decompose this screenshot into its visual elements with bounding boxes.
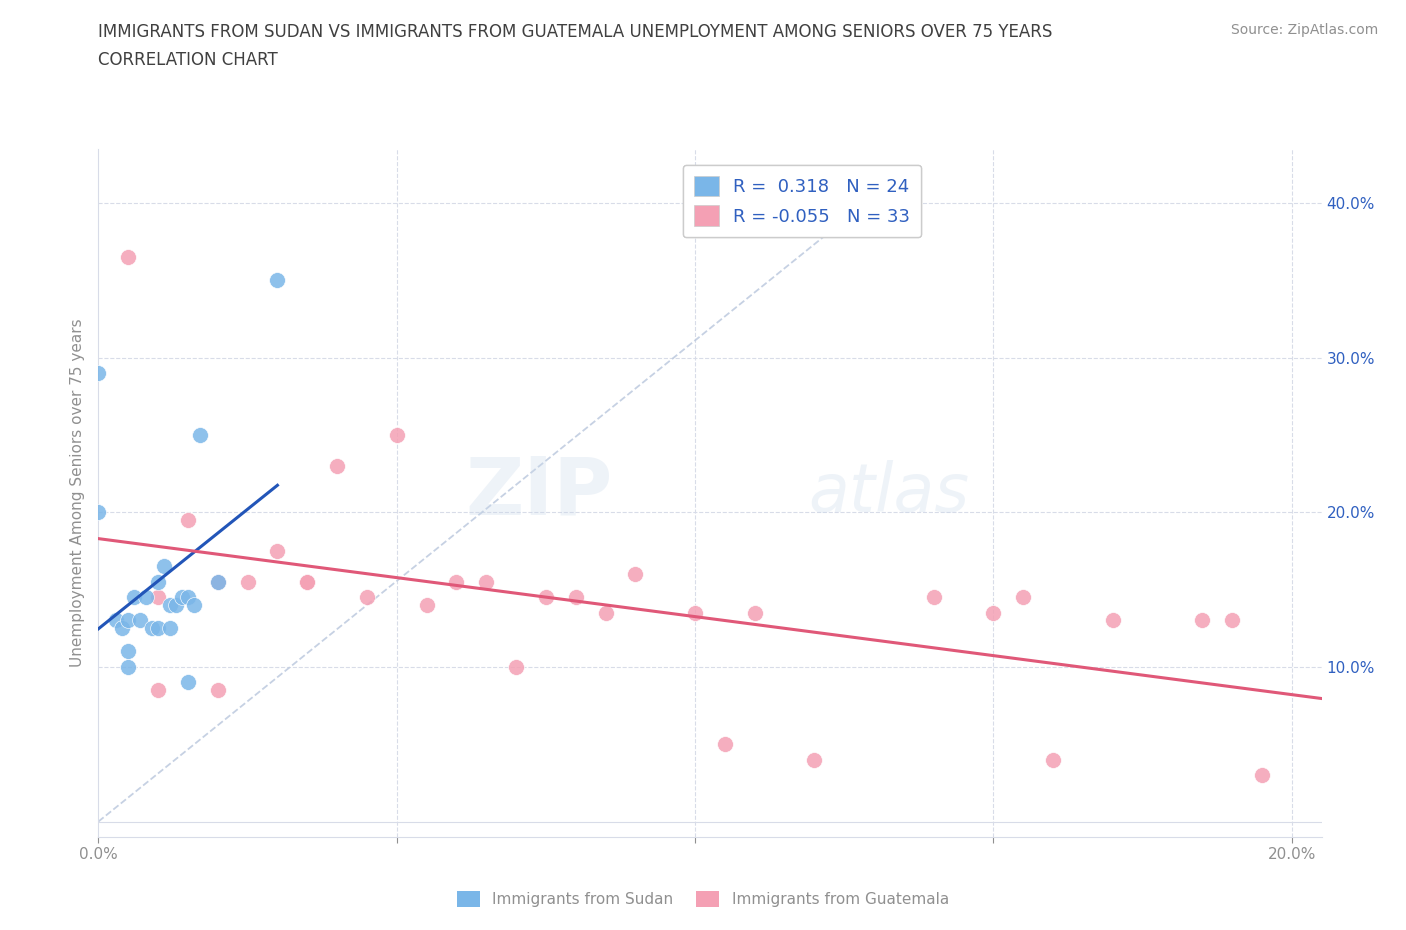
Point (1220, 613, 1243, 628)
Point (153, 559, 176, 574)
Point (117, 659, 139, 674)
Point (87, 505, 110, 520)
Point (146, 590, 169, 604)
Text: atlas: atlas (808, 460, 969, 525)
Point (146, 621, 169, 636)
Point (744, 605, 766, 620)
Point (446, 575, 468, 590)
Legend: Immigrants from Sudan, Immigrants from Guatemala: Immigrants from Sudan, Immigrants from G… (451, 884, 955, 913)
Point (565, 590, 588, 604)
Point (122, 590, 145, 604)
Point (297, 575, 319, 590)
Point (141, 621, 163, 636)
Point (117, 644, 139, 658)
Point (159, 621, 181, 636)
Point (803, 752, 825, 767)
Point (207, 683, 229, 698)
Point (177, 590, 200, 604)
Point (297, 575, 319, 590)
Point (1042, 752, 1064, 767)
Text: IMMIGRANTS FROM SUDAN VS IMMIGRANTS FROM GUATEMALA UNEMPLOYMENT AMONG SENIORS OV: IMMIGRANTS FROM SUDAN VS IMMIGRANTS FROM… (98, 23, 1053, 41)
Point (266, 543, 288, 558)
Point (326, 458, 349, 473)
Point (135, 590, 157, 604)
Point (105, 613, 128, 628)
Point (1101, 613, 1123, 628)
Point (624, 566, 647, 581)
Point (159, 598, 181, 613)
Point (177, 675, 200, 690)
Point (266, 272, 288, 287)
Point (87, 365, 110, 380)
Point (165, 598, 187, 613)
Point (1191, 613, 1213, 628)
Text: CORRELATION CHART: CORRELATION CHART (98, 51, 278, 69)
Point (415, 598, 437, 613)
Point (146, 683, 169, 698)
Point (207, 575, 229, 590)
Point (1251, 767, 1274, 782)
Point (236, 575, 259, 590)
Legend: R =  0.318   N = 24, R = -0.055   N = 33: R = 0.318 N = 24, R = -0.055 N = 33 (683, 165, 921, 237)
Point (385, 428, 408, 443)
Point (188, 428, 211, 443)
Point (146, 575, 169, 590)
Point (177, 512, 200, 527)
Point (1012, 590, 1035, 604)
Point (534, 590, 557, 604)
Point (505, 659, 527, 674)
Point (183, 598, 205, 613)
Point (356, 590, 378, 604)
Point (170, 590, 193, 604)
Point (714, 737, 737, 751)
Point (983, 605, 1005, 620)
Y-axis label: Unemployment Among Seniors over 75 years: Unemployment Among Seniors over 75 years (70, 319, 86, 667)
Point (117, 249, 139, 264)
Point (207, 575, 229, 590)
Point (129, 613, 152, 628)
Point (117, 613, 139, 628)
Text: Source: ZipAtlas.com: Source: ZipAtlas.com (1230, 23, 1378, 37)
Point (922, 590, 945, 604)
Point (475, 575, 498, 590)
Text: ZIP: ZIP (465, 454, 612, 532)
Point (595, 605, 617, 620)
Point (683, 605, 706, 620)
Point (111, 621, 134, 636)
